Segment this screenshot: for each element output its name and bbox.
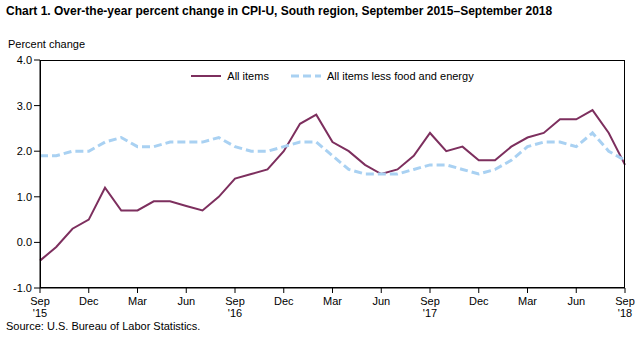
svg-text:0.0: 0.0 bbox=[17, 236, 32, 248]
svg-text:-1.0: -1.0 bbox=[13, 282, 32, 294]
html-text:Source: U.S. Bureau of Labor S: Source: U.S. Bureau of Labor Statistics. bbox=[6, 320, 201, 332]
svg-text:Sep'17: Sep'17 bbox=[420, 295, 440, 319]
svg-text:Sep'15: Sep'15 bbox=[30, 295, 50, 319]
svg-text:4.0: 4.0 bbox=[17, 54, 32, 66]
html-text:All items less food and energy: All items less food and energy bbox=[326, 70, 474, 82]
svg-text:Sep'18: Sep'18 bbox=[615, 295, 635, 319]
svg-text:Dec: Dec bbox=[79, 295, 99, 307]
html-text:Percent change: Percent change bbox=[8, 38, 86, 50]
svg-text:Sep'16: Sep'16 bbox=[225, 295, 245, 319]
svg-text:Mar: Mar bbox=[323, 295, 342, 307]
svg-text:Dec: Dec bbox=[469, 295, 489, 307]
svg-text:Jun: Jun bbox=[177, 295, 195, 307]
svg-text:3.0: 3.0 bbox=[17, 100, 32, 112]
html-text:All items: All items bbox=[227, 70, 269, 82]
svg-text:Dec: Dec bbox=[274, 295, 294, 307]
svg-text:Mar: Mar bbox=[518, 295, 537, 307]
svg-text:2.0: 2.0 bbox=[17, 145, 32, 157]
svg-text:Mar: Mar bbox=[128, 295, 147, 307]
html-text:Chart 1. Over-the-year percent: Chart 1. Over-the-year percent change in… bbox=[6, 4, 553, 18]
svg-text:1.0: 1.0 bbox=[17, 191, 32, 203]
svg-text:Jun: Jun bbox=[567, 295, 585, 307]
svg-text:Jun: Jun bbox=[372, 295, 390, 307]
